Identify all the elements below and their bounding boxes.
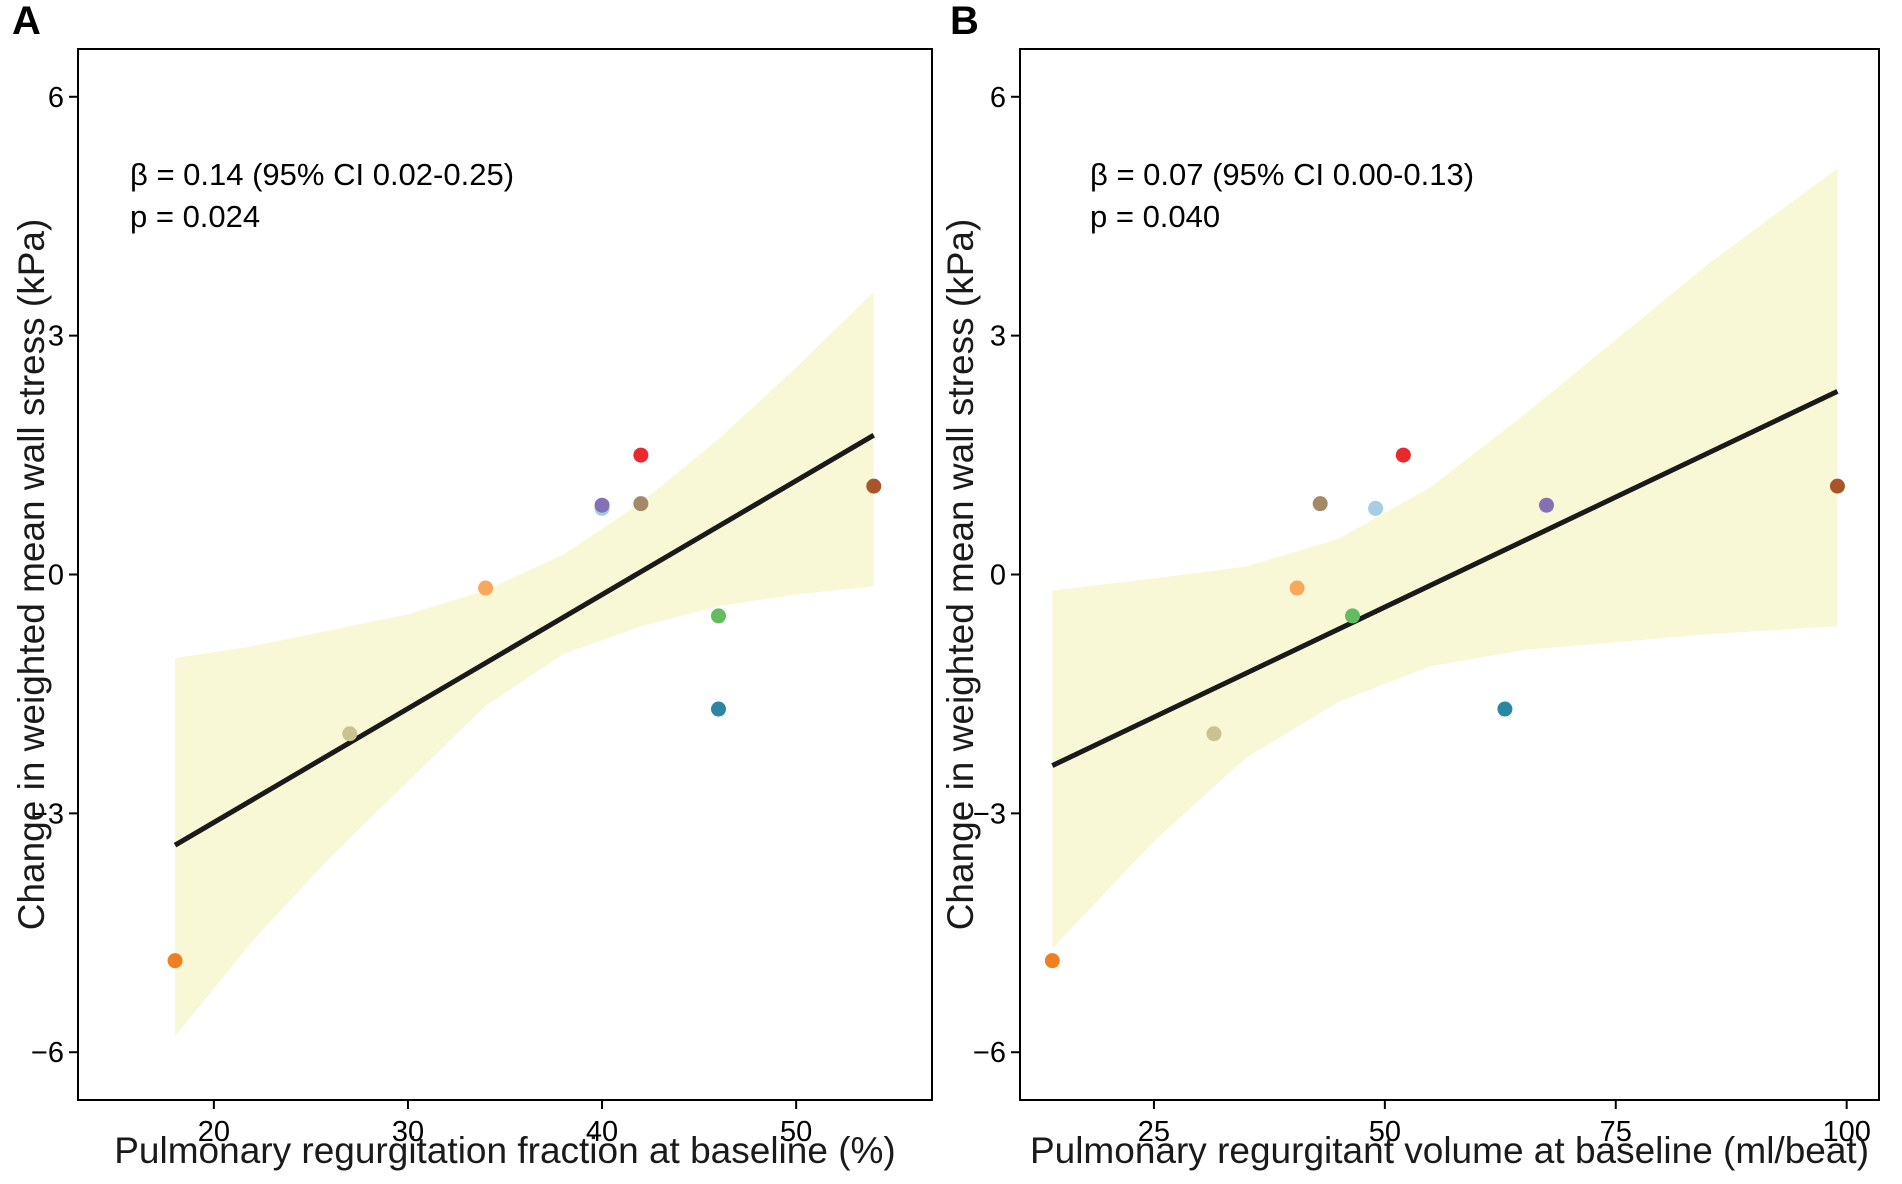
data-point (711, 608, 726, 624)
data-point (866, 478, 882, 494)
data-point (1044, 953, 1060, 969)
x-tick-label: 100 (1822, 1116, 1870, 1148)
x-tick-label: 40 (586, 1116, 618, 1148)
data-point (478, 580, 494, 596)
p-value-annotation: p = 0.024 (130, 199, 260, 234)
regression-line (1051, 389, 1839, 768)
x-tick-label: 20 (198, 1116, 230, 1148)
x-tick-label: 30 (392, 1116, 424, 1148)
regression-line (173, 433, 876, 848)
beta-annotation: β = 0.07 (95% CI 0.00-0.13) (1090, 157, 1474, 192)
data-point (1395, 447, 1411, 463)
panel-letter: A (12, 0, 41, 43)
beta-annotation: β = 0.14 (95% CI 0.02-0.25) (130, 157, 514, 192)
y-tick-label: 3 (990, 321, 1006, 353)
confidence-band (1052, 168, 1838, 949)
x-axis-label: Pulmonary regurgitant volume at baseline… (1030, 1130, 1869, 1171)
y-tick-label: −3 (973, 798, 1006, 830)
y-tick-label: −6 (31, 1037, 64, 1069)
p-value-annotation: p = 0.040 (1090, 199, 1220, 234)
panel-letter: B (950, 0, 979, 43)
y-tick-label: −6 (973, 1037, 1006, 1069)
data-point (1368, 500, 1384, 516)
x-tick-label: 50 (780, 1116, 812, 1148)
y-axis-label: Change in weighted mean wall stress (kPa… (11, 219, 52, 931)
data-point (1829, 478, 1845, 494)
x-tick-label: 25 (1138, 1116, 1170, 1148)
data-point (1497, 701, 1513, 717)
y-tick-label: 0 (48, 560, 64, 592)
data-point (633, 447, 649, 463)
x-tick-label: 50 (1369, 1116, 1401, 1148)
y-tick-label: 0 (990, 560, 1006, 592)
data-point (1206, 726, 1222, 742)
data-point (342, 726, 358, 742)
x-axis-label: Pulmonary regurgitation fraction at base… (114, 1130, 896, 1171)
data-point (1289, 580, 1305, 596)
y-tick-label: 6 (48, 82, 64, 114)
data-point (1345, 608, 1361, 624)
x-tick-label: 75 (1600, 1116, 1632, 1148)
data-point (711, 701, 726, 717)
data-point (633, 496, 649, 512)
y-tick-label: 6 (990, 82, 1006, 114)
data-point (1538, 497, 1554, 513)
y-axis-label: Change in weighted mean wall stress (kPa… (940, 219, 981, 931)
data-point (167, 953, 183, 969)
confidence-band (175, 291, 874, 1037)
y-tick-label: 3 (48, 321, 64, 353)
y-tick-label: −3 (31, 798, 64, 830)
data-point (594, 497, 610, 513)
data-point (1312, 496, 1328, 512)
